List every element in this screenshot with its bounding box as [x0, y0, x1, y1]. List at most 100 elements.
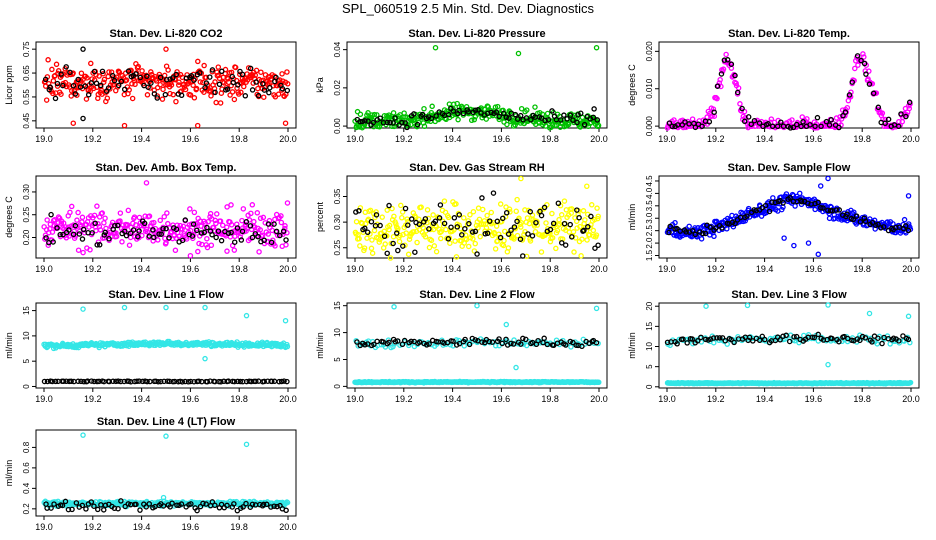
- data-point: [820, 205, 826, 211]
- data-point: [228, 229, 234, 236]
- data-point: [412, 249, 418, 255]
- data-point: [578, 110, 584, 117]
- data-point: [60, 220, 67, 226]
- data-point: [741, 118, 748, 125]
- data-point: [133, 71, 139, 77]
- y-axis-label: percent: [315, 201, 325, 232]
- plot-frame: [35, 302, 297, 389]
- data-point: [144, 229, 151, 235]
- data-point: [234, 378, 241, 385]
- data-point: [163, 304, 169, 311]
- data-point: [132, 81, 138, 88]
- data-point: [506, 115, 512, 121]
- data-point: [479, 339, 485, 345]
- y-tick-label: 0.75: [22, 41, 31, 57]
- data-point: [426, 226, 432, 232]
- data-point: [274, 503, 280, 510]
- data-point: [425, 215, 432, 222]
- y-tick-label: 0.6: [22, 462, 31, 474]
- data-point: [229, 73, 235, 80]
- data-point: [96, 378, 102, 385]
- data-point: [164, 378, 171, 384]
- data-point: [567, 338, 574, 345]
- chart-panel: Stan. Dev. Line 2 Flow ml/min 19.0 19.2 19.4…: [315, 289, 608, 404]
- data-point: [144, 92, 151, 98]
- data-point: [280, 78, 286, 84]
- data-point: [674, 225, 680, 232]
- data-point: [698, 334, 704, 341]
- data-point: [207, 210, 214, 217]
- data-point: [157, 217, 164, 224]
- data-point: [581, 227, 587, 234]
- data-point: [106, 69, 112, 75]
- data-point: [445, 236, 452, 242]
- data-point: [52, 378, 59, 385]
- data-point: [50, 78, 57, 84]
- data-point: [168, 82, 175, 88]
- x-tick-label: 19.2: [707, 134, 725, 144]
- data-point: [100, 79, 107, 85]
- x-tick-label: 19.8: [230, 522, 248, 532]
- data-point: [261, 94, 267, 100]
- data-point: [418, 204, 424, 210]
- y-tick-label: 3.0: [645, 212, 654, 224]
- data-point: [398, 202, 404, 209]
- data-point: [253, 79, 259, 85]
- data-point: [719, 225, 725, 231]
- data-point: [202, 355, 208, 362]
- data-point: [595, 122, 602, 129]
- data-point: [224, 86, 231, 92]
- data-point: [188, 501, 194, 507]
- data-point: [814, 114, 821, 121]
- data-point: [561, 198, 568, 204]
- data-point: [488, 109, 494, 116]
- data-point: [518, 175, 524, 182]
- data-point: [857, 219, 864, 225]
- data-point: [862, 218, 869, 225]
- data-point: [549, 210, 555, 217]
- data-point: [54, 80, 61, 87]
- data-point: [365, 118, 371, 124]
- plot-frame: [658, 175, 920, 259]
- data-point: [117, 218, 123, 224]
- data-point: [157, 378, 164, 385]
- data-point: [480, 221, 487, 227]
- x-tick-label: 19.6: [805, 264, 823, 274]
- data-point: [179, 379, 186, 385]
- data-point: [411, 111, 417, 117]
- data-point: [121, 122, 128, 129]
- y-axis-label: kPa: [315, 77, 325, 93]
- y-tick-label: 5: [22, 358, 31, 363]
- data-point: [686, 223, 692, 230]
- x-tick-label: 19.8: [853, 134, 871, 144]
- data-point: [97, 227, 104, 233]
- x-tick-label: 19.6: [182, 394, 200, 404]
- data-point: [153, 378, 159, 385]
- data-point: [275, 91, 282, 97]
- data-point: [426, 244, 433, 251]
- data-point: [374, 112, 380, 118]
- data-point: [207, 74, 213, 80]
- data-point: [405, 218, 411, 225]
- data-point: [518, 105, 525, 112]
- data-point: [154, 95, 161, 101]
- data-point: [369, 237, 375, 243]
- data-point: [59, 502, 66, 509]
- data-point: [528, 117, 534, 123]
- data-point: [84, 75, 90, 81]
- data-point: [875, 335, 881, 341]
- data-point: [112, 222, 118, 229]
- data-point: [538, 249, 545, 255]
- data-point: [170, 91, 177, 98]
- data-point: [815, 331, 821, 338]
- data-point: [167, 90, 173, 97]
- data-point: [80, 115, 86, 122]
- data-point: [847, 216, 854, 223]
- data-point: [273, 74, 279, 81]
- data-point: [253, 67, 260, 74]
- figure-title: SPL_060519 2.5 Min. Std. Dev. Diagnostic…: [342, 1, 594, 16]
- x-tick-label: 20.0: [590, 264, 608, 274]
- data-point: [445, 214, 452, 221]
- data-point: [53, 61, 60, 68]
- data-point: [136, 228, 142, 234]
